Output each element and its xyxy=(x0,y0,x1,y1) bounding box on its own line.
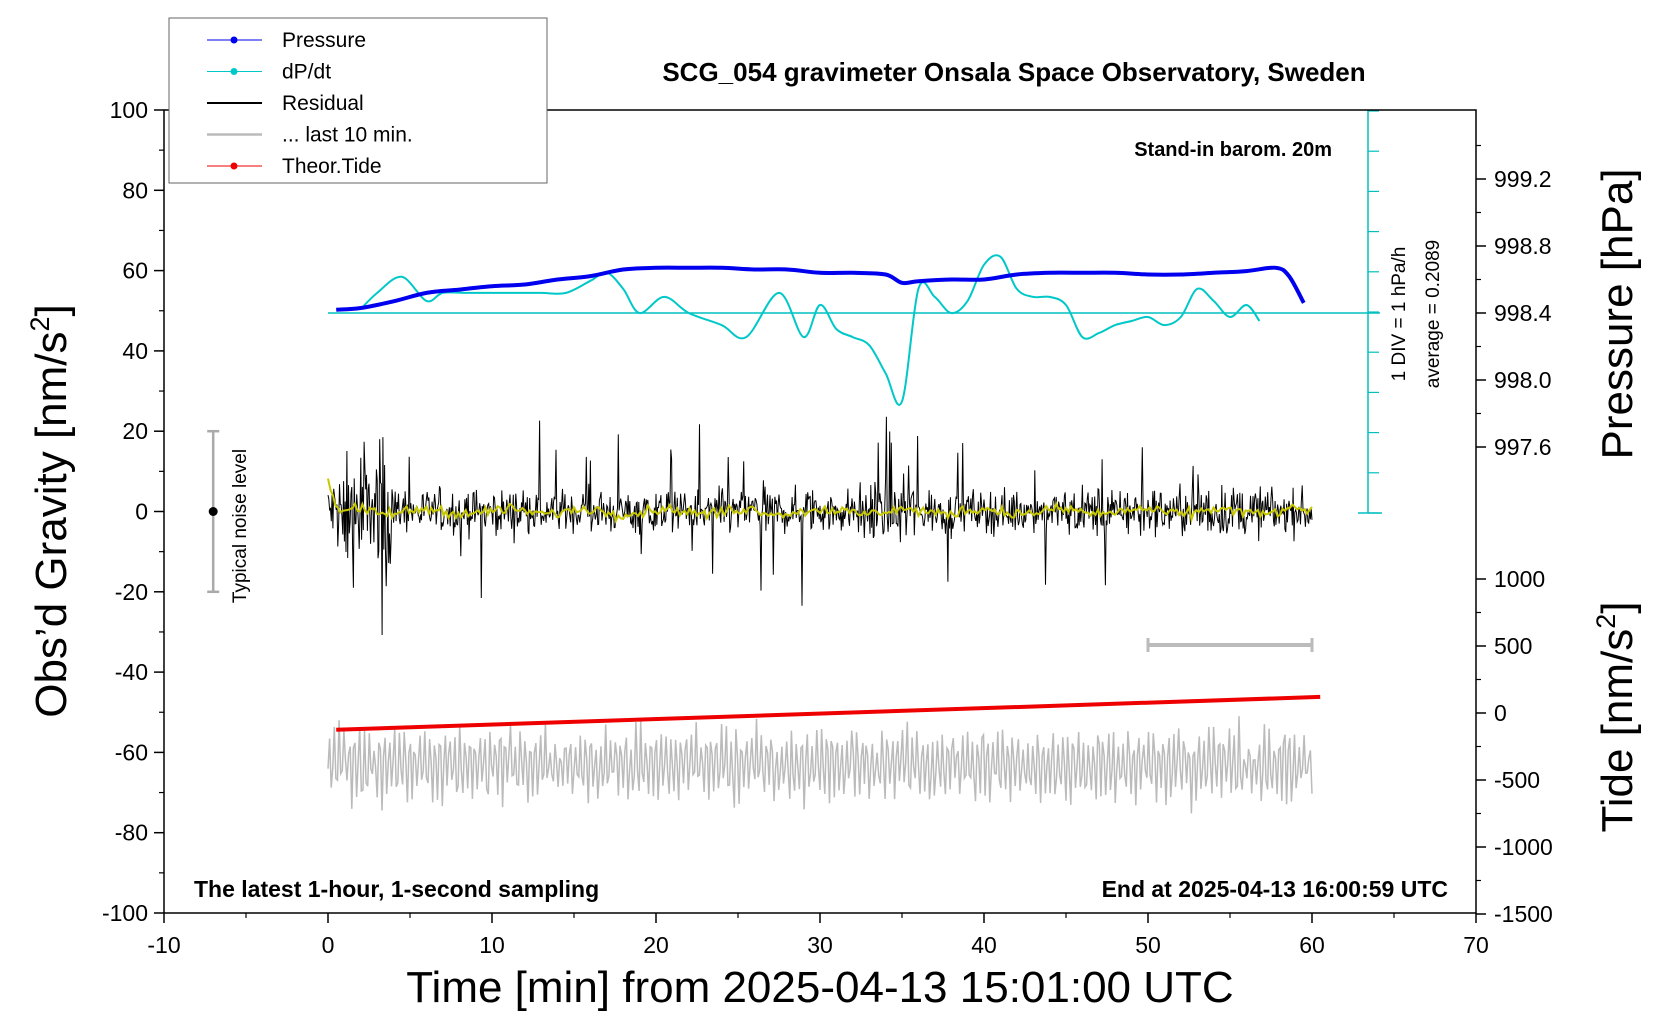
dpdt-scale-note: 1 DIV = 1 hPa/h xyxy=(1389,247,1410,382)
legend-label: Pressure xyxy=(282,29,366,52)
legend-label: ... last 10 min. xyxy=(282,124,413,147)
legend-swatch-marker xyxy=(230,68,238,75)
y-axis-label-pressure: Pressure [hPa] xyxy=(1593,168,1642,459)
x-tick-label: 10 xyxy=(479,932,505,958)
y-axis-label-tide-main: Tide [nm/s xyxy=(1593,629,1642,833)
pressure-tick-label: 998.4 xyxy=(1494,300,1552,326)
y-tick-label: 80 xyxy=(122,177,148,203)
pressure-tick-label: 998.8 xyxy=(1494,233,1552,259)
chart-title: SCG_054 gravimeter Onsala Space Observat… xyxy=(662,57,1365,87)
y-tick-label: 100 xyxy=(110,97,148,123)
axis-layer: -10 0 10 20 30 40 50 60 70-100-80-60-40-20020406… xyxy=(102,97,1553,958)
x-tick-label: 50 xyxy=(1135,932,1161,958)
legend-label: Theor.Tide xyxy=(282,155,382,178)
y-axis-label-left-sup: 2 xyxy=(25,316,55,331)
y-tick-label: -20 xyxy=(115,579,148,605)
y-axis-label-tide-end: ] xyxy=(1593,601,1642,613)
y-axis-label-tide-sup: 2 xyxy=(1591,614,1621,629)
noise-bar-center-dot xyxy=(208,507,218,516)
barometer-note: Stand-in barom. 20m xyxy=(1134,139,1332,161)
y-tick-label: 60 xyxy=(122,258,148,284)
tide-tick-label: 0 xyxy=(1494,700,1507,726)
residual-smoothed-line xyxy=(327,478,1313,524)
x-tick-label: -10 xyxy=(147,932,180,958)
y-tick-label: 0 xyxy=(135,499,148,525)
tide-tick-label: -1000 xyxy=(1494,834,1553,860)
y-axis-label-left: Obs’d Gravity [nm/s2] xyxy=(25,304,76,718)
end-time-note: End at 2025-04-13 16:00:59 UTC xyxy=(1102,876,1448,902)
tide-tick-label: 500 xyxy=(1494,633,1532,659)
y-tick-label: 40 xyxy=(122,338,148,364)
residual-series-line xyxy=(327,416,1313,636)
dpdt-series-line xyxy=(360,254,1261,406)
legend-label: dP/dt xyxy=(282,61,331,84)
x-tick-label: 60 xyxy=(1299,932,1325,958)
sampling-note: The latest 1-hour, 1-second sampling xyxy=(194,876,599,902)
x-tick-label: 70 xyxy=(1463,932,1489,958)
y-tick-label: 20 xyxy=(122,418,148,444)
tide-tick-label: 1000 xyxy=(1494,566,1545,592)
last-10-min-series-line xyxy=(327,716,1313,814)
y-tick-label: -60 xyxy=(115,739,148,765)
pressure-tick-label: 999.2 xyxy=(1494,166,1552,192)
tide-tick-label: -1500 xyxy=(1494,901,1553,927)
legend-swatch-marker xyxy=(230,162,238,170)
theor-tide-series-line xyxy=(336,694,1321,732)
x-tick-label: 20 xyxy=(643,932,669,958)
x-tick-label: 0 xyxy=(322,932,335,958)
pressure-tick-label: 997.6 xyxy=(1494,434,1552,460)
y-axis-label-left-main: Obs’d Gravity [nm/s xyxy=(27,331,76,717)
pressure-tick-label: 998.0 xyxy=(1494,367,1552,393)
y-axis-label-left-end: ] xyxy=(27,304,76,316)
legend-swatch-marker xyxy=(230,36,238,44)
dpdt-average-note: average = 0.2089 xyxy=(1423,240,1444,388)
plot-layer xyxy=(207,110,1382,814)
legend: Pressure dP/dt Residual ... last 10 min. The… xyxy=(168,17,548,184)
legend-label: Residual xyxy=(282,92,364,115)
pressure-series-line xyxy=(336,265,1306,312)
legend-items: Pressure dP/dt Residual ... last 10 min. The… xyxy=(207,29,413,178)
x-axis-label: Time [min] from 2025-04-13 15:01:00 UTC xyxy=(406,963,1233,1012)
legend-box xyxy=(168,17,548,184)
tide-tick-label: -500 xyxy=(1494,767,1540,793)
x-tick-label: 30 xyxy=(807,932,833,958)
y-tick-label: -40 xyxy=(115,659,148,685)
y-axis-label-tide: Tide [nm/s2] xyxy=(1591,601,1642,832)
noise-level-note: Typical noise level xyxy=(230,449,251,603)
y-tick-label: -80 xyxy=(115,820,148,846)
y-tick-label: -100 xyxy=(102,900,148,926)
x-tick-label: 40 xyxy=(971,932,997,958)
